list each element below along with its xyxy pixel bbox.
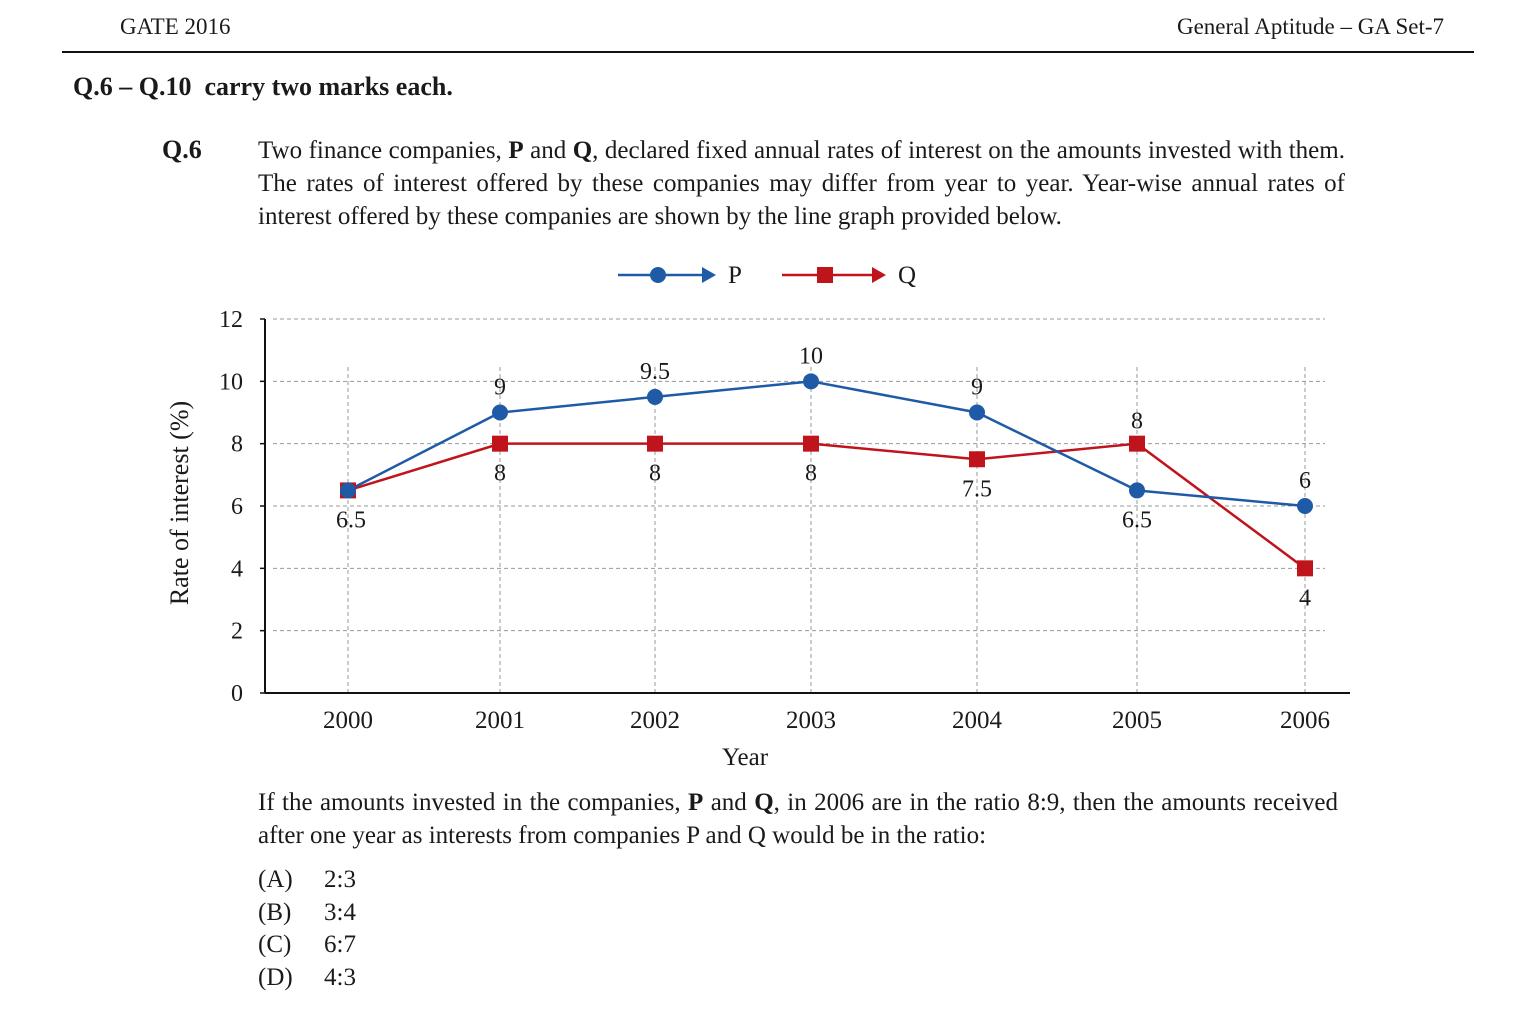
y-tick-label: 2 — [231, 619, 243, 645]
text-run: Two finance companies, — [258, 137, 509, 164]
p-marker — [492, 404, 508, 421]
q-marker — [969, 451, 985, 468]
p-data-label: 6.5 — [1122, 507, 1152, 533]
option-label: (A) — [258, 866, 293, 893]
option-text: 3:4 — [324, 898, 356, 926]
y-axis-title: Rate of interest (%) — [165, 401, 194, 605]
y-tick-label: 4 — [231, 556, 243, 582]
legend-p-label: P — [728, 262, 742, 289]
bold-text-run: Q — [572, 137, 593, 164]
x-tick-label: 2002 — [630, 707, 680, 734]
section-title: Q.6 – Q.10 carry two marks each. — [73, 72, 453, 101]
bold-text-run: Q — [754, 789, 774, 816]
question-number: Q.6 — [162, 135, 202, 164]
x-tick-label: 2006 — [1280, 707, 1330, 734]
legend-p-arrowhead — [702, 267, 716, 283]
q-data-label: 8 — [1131, 409, 1143, 435]
p-data-label: 6.5 — [336, 507, 366, 533]
header-section-name: General Aptitude – GA Set-7 — [1176, 14, 1444, 39]
option-a[interactable]: (A) 2:3 — [258, 864, 356, 897]
text-run: , declared fixed annual rates of interes… — [258, 137, 1345, 230]
header-divider — [62, 51, 1474, 53]
p-marker — [340, 482, 356, 499]
p-marker — [1129, 482, 1145, 499]
p-marker — [647, 388, 663, 405]
p-data-label: 10 — [799, 343, 823, 369]
p-data-label: 9 — [494, 375, 506, 401]
bold-text-run: P — [508, 137, 524, 164]
x-tick-label: 2001 — [475, 707, 525, 734]
q-marker — [492, 435, 508, 452]
answer-options: (A) 2:3 (B) 3:4 (C) 6:7 (D) 4:3 — [258, 864, 356, 994]
option-label: (B) — [258, 898, 292, 926]
p-marker — [969, 404, 985, 421]
legend-p-marker — [650, 267, 666, 283]
q-marker — [647, 435, 663, 452]
text-run: If the amounts invested in the companies… — [258, 789, 689, 816]
legend-q-label: Q — [898, 262, 916, 289]
option-d[interactable]: (D) 4:3 — [258, 962, 356, 995]
q-marker — [1297, 560, 1313, 577]
q-data-label: 4 — [1299, 585, 1311, 611]
header-exam-title: GATE 2016 — [120, 14, 231, 39]
y-tick-label: 8 — [231, 432, 243, 458]
x-tick-label: 2000 — [323, 707, 373, 734]
text-run: and — [703, 789, 755, 816]
p-marker — [1297, 498, 1313, 514]
p-data-label: 6 — [1299, 468, 1311, 494]
q-marker — [1129, 435, 1145, 452]
x-axis-title: Year — [722, 744, 769, 771]
q-marker — [803, 435, 819, 452]
q-data-label: 8 — [494, 461, 506, 487]
x-tick-label: 2003 — [786, 707, 836, 734]
q-data-label: 7.5 — [962, 476, 992, 502]
bold-text-run: P — [688, 789, 704, 816]
q-data-label: 8 — [805, 461, 817, 487]
x-tick-label: 2005 — [1112, 707, 1162, 734]
option-text: 6:7 — [324, 931, 356, 958]
option-label: (C) — [258, 931, 292, 958]
x-tick-label: 2004 — [952, 707, 1003, 734]
p-data-label: 9.5 — [640, 359, 670, 385]
question-prompt: If the amounts invested in the companies… — [258, 786, 1338, 852]
text-run: and — [523, 137, 573, 164]
p-data-label: 9 — [971, 375, 983, 401]
option-text: 2:3 — [324, 866, 356, 893]
option-b[interactable]: (B) 3:4 — [258, 897, 356, 930]
p-marker — [803, 373, 819, 390]
option-label: (D) — [258, 963, 293, 991]
option-c[interactable]: (C) 6:7 — [258, 929, 356, 962]
y-tick-label: 10 — [219, 369, 243, 395]
y-tick-label: 0 — [231, 681, 243, 707]
text-run: , in 2006 are in the ratio 8:9, then the… — [258, 789, 1338, 849]
legend-q-marker — [817, 267, 833, 283]
q-data-label: 8 — [649, 461, 661, 487]
y-tick-label: 6 — [231, 494, 243, 520]
question-intro: Two finance companies, P and Q, declared… — [258, 134, 1345, 233]
legend-q-arrowhead — [872, 267, 886, 283]
option-text: 4:3 — [324, 963, 356, 991]
y-tick-label: 12 — [219, 307, 243, 333]
